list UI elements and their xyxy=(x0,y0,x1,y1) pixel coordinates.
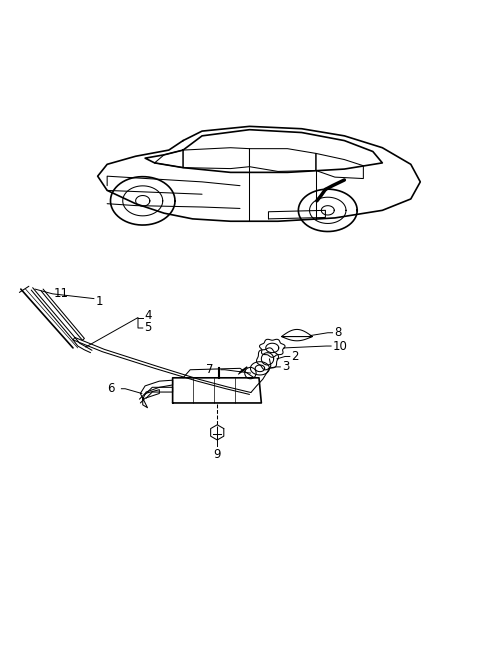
Text: 3: 3 xyxy=(282,360,289,373)
Text: 2: 2 xyxy=(291,350,299,363)
Text: 4: 4 xyxy=(144,309,152,322)
Text: 9: 9 xyxy=(214,447,221,461)
Text: 5: 5 xyxy=(144,321,152,333)
Text: 6: 6 xyxy=(107,382,114,395)
Text: 10: 10 xyxy=(333,340,348,352)
Text: 8: 8 xyxy=(334,326,341,339)
Text: 7: 7 xyxy=(206,363,214,377)
Text: 1: 1 xyxy=(96,295,103,308)
Text: 11: 11 xyxy=(54,287,69,300)
